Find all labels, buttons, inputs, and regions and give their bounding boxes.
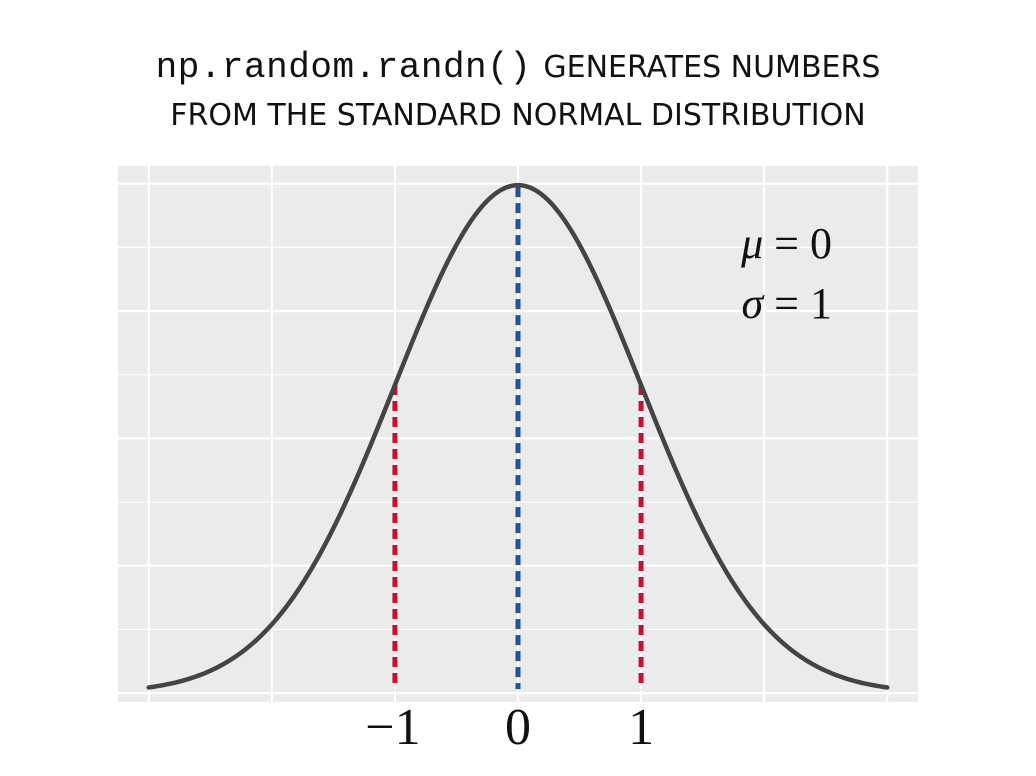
title-code: np.random.randn() bbox=[155, 47, 532, 88]
sigma-annotation: σ = 1 bbox=[741, 279, 832, 328]
x-tick-label: 1 bbox=[628, 699, 654, 756]
title-line-2: FROM THE STANDARD NORMAL DISTRIBUTION bbox=[170, 98, 866, 133]
title-line-1: np.random.randn() GENERATES NUMBERS bbox=[0, 40, 1036, 96]
mu-annotation: μ = 0 bbox=[740, 219, 832, 268]
title-text-1: GENERATES NUMBERS bbox=[543, 50, 881, 85]
normal-density-curve bbox=[146, 182, 890, 690]
chart-title: np.random.randn() GENERATES NUMBERS FROM … bbox=[0, 40, 1036, 136]
x-tick-label: 0 bbox=[505, 699, 531, 756]
x-tick-label: −1 bbox=[365, 699, 420, 756]
